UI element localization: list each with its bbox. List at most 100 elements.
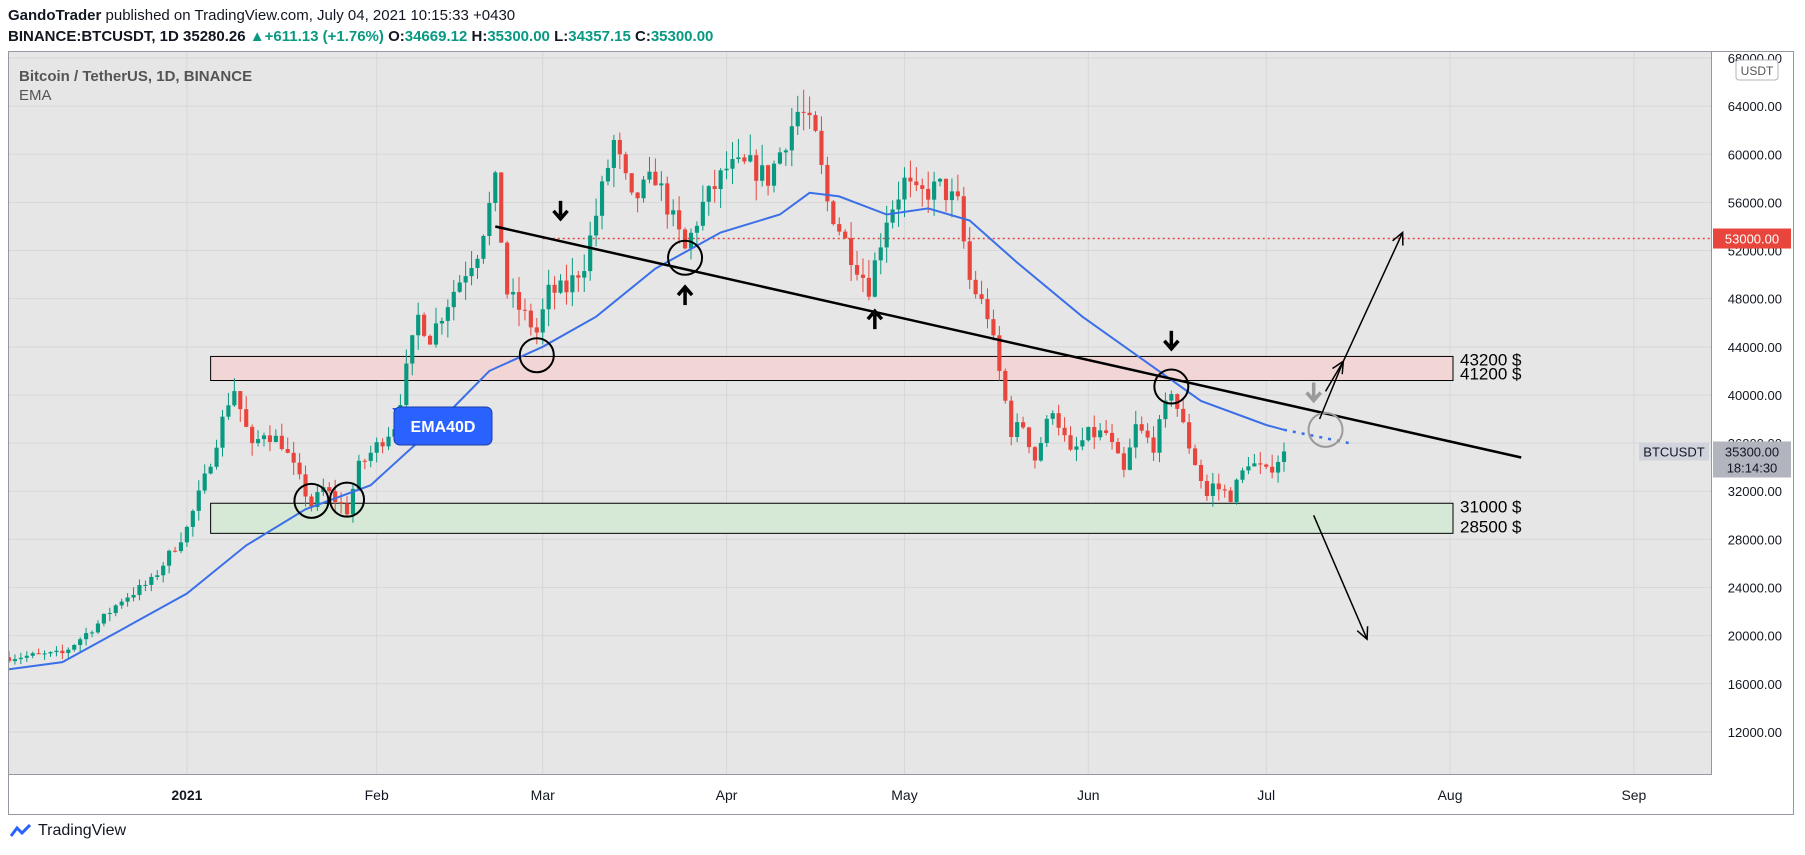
x-tick-label: Jun: [1077, 787, 1100, 803]
candle-body: [1098, 430, 1103, 438]
scenario-arrowhead-icon: [1332, 359, 1345, 375]
publisher-name[interactable]: GandoTrader: [8, 7, 102, 24]
candle-body: [362, 460, 367, 462]
candle-body: [617, 139, 622, 155]
resistance-zone-label: 41200 $: [1460, 365, 1522, 384]
x-tick-label: May: [891, 787, 917, 803]
scenario-arrowhead-icon: [1356, 626, 1369, 641]
candle-body: [522, 309, 528, 311]
candle-body: [1204, 480, 1209, 496]
candle-body: [789, 126, 794, 151]
price-axis[interactable]: 12000.00 16000.00 20000.00 24000.00 28000.00…: [1712, 52, 1793, 774]
candle-body: [866, 277, 871, 297]
candle-body: [167, 550, 172, 566]
candle-body: [410, 335, 415, 364]
chart-frame: 43200 $41200 $ 31000 $28500 $ EMA40D BTCUSD…: [8, 51, 1794, 815]
y-tick-label: 64000.00: [1728, 99, 1782, 114]
candle-body: [427, 335, 433, 345]
candle-body: [777, 152, 783, 164]
candle-body: [1044, 418, 1049, 443]
candle-body: [125, 597, 130, 602]
candle-body: [724, 168, 729, 171]
brand-name[interactable]: TradingView: [38, 822, 127, 839]
candle-body: [516, 292, 522, 310]
candle-body: [1003, 370, 1008, 401]
y-tick-label: 44000.00: [1728, 340, 1782, 355]
candle-body: [641, 179, 646, 199]
candle-body: [718, 170, 723, 190]
candle-body: [208, 466, 213, 474]
candle-body: [558, 280, 563, 293]
candle-body: [60, 650, 65, 654]
open-value: 34669.12: [404, 28, 468, 45]
candle-body: [1056, 413, 1061, 428]
candle-body: [955, 191, 960, 197]
candle-body: [849, 238, 854, 266]
candle-body: [24, 655, 29, 658]
candle-body: [1050, 413, 1055, 419]
candle-body: [677, 210, 682, 230]
candle-body: [831, 201, 836, 225]
x-tick-label: Feb: [365, 787, 389, 803]
candle-body: [570, 275, 575, 293]
candle-body: [926, 188, 931, 200]
candle-body: [84, 633, 89, 640]
candle-body: [12, 659, 18, 662]
y-tick-label: 12000.00: [1728, 725, 1782, 740]
candle-body: [439, 320, 444, 324]
y-tick-label: 32000.00: [1728, 484, 1782, 499]
candle-body: [95, 623, 101, 633]
candle-body: [368, 452, 373, 461]
candle-body: [416, 314, 421, 336]
candle-body: [1234, 479, 1239, 502]
candle-body: [878, 247, 883, 261]
scenario-bearish: [1312, 514, 1368, 640]
candle-body: [457, 282, 462, 292]
scenario-arrowhead-icon: [1392, 230, 1404, 246]
candle-body: [113, 605, 118, 613]
legend-indicator[interactable]: EMA: [19, 87, 52, 104]
candle-body: [682, 229, 688, 249]
candle-body: [890, 209, 895, 223]
candle-body: [244, 409, 249, 427]
candle-body: [706, 186, 711, 202]
candle-body: [463, 276, 468, 283]
candle-body: [356, 460, 361, 489]
publish-info: GandoTrader published on TradingView.com…: [8, 7, 515, 24]
candle-body: [196, 490, 201, 511]
candle-body: [119, 601, 124, 606]
candle-body: [807, 112, 812, 116]
candle-body: [214, 447, 219, 467]
time-axis[interactable]: 2021 Feb Mar Apr May Jun Jul Aug Sep: [9, 775, 1711, 814]
candle-body: [647, 171, 652, 180]
candle-body: [908, 177, 913, 182]
candle-body: [599, 181, 605, 216]
candle-body: [611, 139, 616, 168]
candle-body: [1228, 490, 1233, 502]
legend-title[interactable]: Bitcoin / TetherUS, 1D, BINANCE: [19, 68, 253, 85]
candle-body: [700, 201, 705, 226]
support-zone-label: 28500 $: [1460, 517, 1522, 536]
candle-body: [1281, 451, 1287, 462]
candle-body: [18, 657, 23, 660]
candle-body: [178, 542, 184, 552]
candle-body: [149, 576, 154, 585]
candle-body: [914, 181, 919, 186]
arrow-down-icon: [1163, 330, 1180, 352]
candle-body: [267, 435, 273, 442]
candle-body: [671, 210, 676, 215]
candle-body: [837, 224, 842, 232]
candle-body: [629, 173, 634, 193]
chart-pane[interactable]: 43200 $41200 $ 31000 $28500 $ EMA40D BTCUSD…: [9, 52, 1712, 775]
highlight-circle: [1307, 411, 1344, 448]
candle-body: [1086, 427, 1091, 441]
candle-body: [795, 111, 800, 127]
close-label: C:: [634, 28, 651, 45]
candle-body: [273, 435, 278, 442]
scenario-bullish: [1318, 232, 1404, 420]
arrow-up-icon-head: [676, 284, 694, 297]
candle-body: [1038, 442, 1043, 461]
y-tick-label: 48000.00: [1728, 292, 1782, 307]
candle-body: [801, 111, 806, 113]
candle-body: [1151, 437, 1156, 453]
